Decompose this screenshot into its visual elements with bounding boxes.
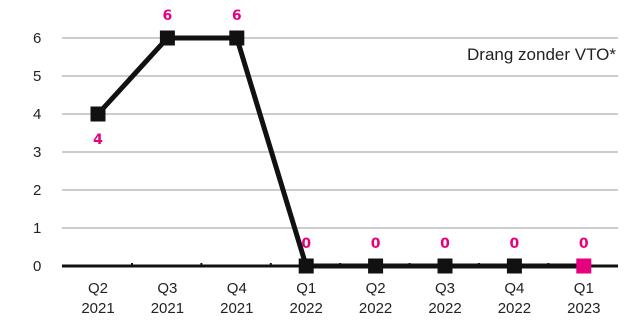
data-label: 0 — [371, 236, 381, 252]
series-label: Drang zonder VTO* — [467, 45, 616, 64]
data-label: 0 — [510, 236, 520, 252]
data-point-marker-highlight — [576, 258, 592, 274]
data-label: 0 — [301, 236, 311, 252]
data-point-marker — [229, 30, 245, 46]
x-tick-label-quarter: Q3 — [435, 280, 455, 297]
data-point-marker — [90, 106, 106, 122]
y-tick-label-3: 3 — [33, 144, 41, 161]
y-tick-label-2: 2 — [33, 182, 41, 199]
data-point-marker — [506, 258, 522, 274]
x-tick-label-year: 2022 — [359, 300, 392, 317]
x-tick-label-quarter: Q4 — [504, 280, 524, 297]
data-label: 4 — [93, 132, 103, 148]
x-tick-label-year: 2022 — [498, 300, 531, 317]
data-label: 6 — [163, 8, 173, 24]
data-point-marker — [368, 258, 384, 274]
data-label: 0 — [440, 236, 450, 252]
x-tick-label-quarter: Q4 — [227, 280, 247, 297]
x-tick-label-quarter: Q3 — [157, 280, 177, 297]
y-tick-label-1: 1 — [33, 220, 41, 237]
x-tick-label-year: 2022 — [290, 300, 323, 317]
x-tick-label-quarter: Q1 — [296, 280, 316, 297]
data-point-marker — [159, 30, 175, 46]
x-tick-label-quarter: Q1 — [574, 280, 594, 297]
x-tick-label-year: 2021 — [151, 300, 184, 317]
y-tick-label-4: 4 — [33, 106, 41, 123]
data-label: 6 — [232, 8, 242, 24]
y-tick-label-5: 5 — [33, 68, 41, 85]
data-point-marker — [437, 258, 453, 274]
y-tick-label-0: 0 — [33, 258, 41, 275]
series-line — [95, 35, 587, 269]
data-label: 0 — [579, 236, 589, 252]
data-point-marker — [298, 258, 314, 274]
x-tick-label-year: 2021 — [81, 300, 114, 317]
y-tick-label-6: 6 — [33, 30, 41, 47]
x-tick-label-year: 2022 — [428, 300, 461, 317]
x-tick-label-year: 2021 — [220, 300, 253, 317]
x-tick-label-quarter: Q2 — [88, 280, 108, 297]
x-tick-label-quarter: Q2 — [366, 280, 386, 297]
x-tick-label-year: 2023 — [567, 300, 600, 317]
